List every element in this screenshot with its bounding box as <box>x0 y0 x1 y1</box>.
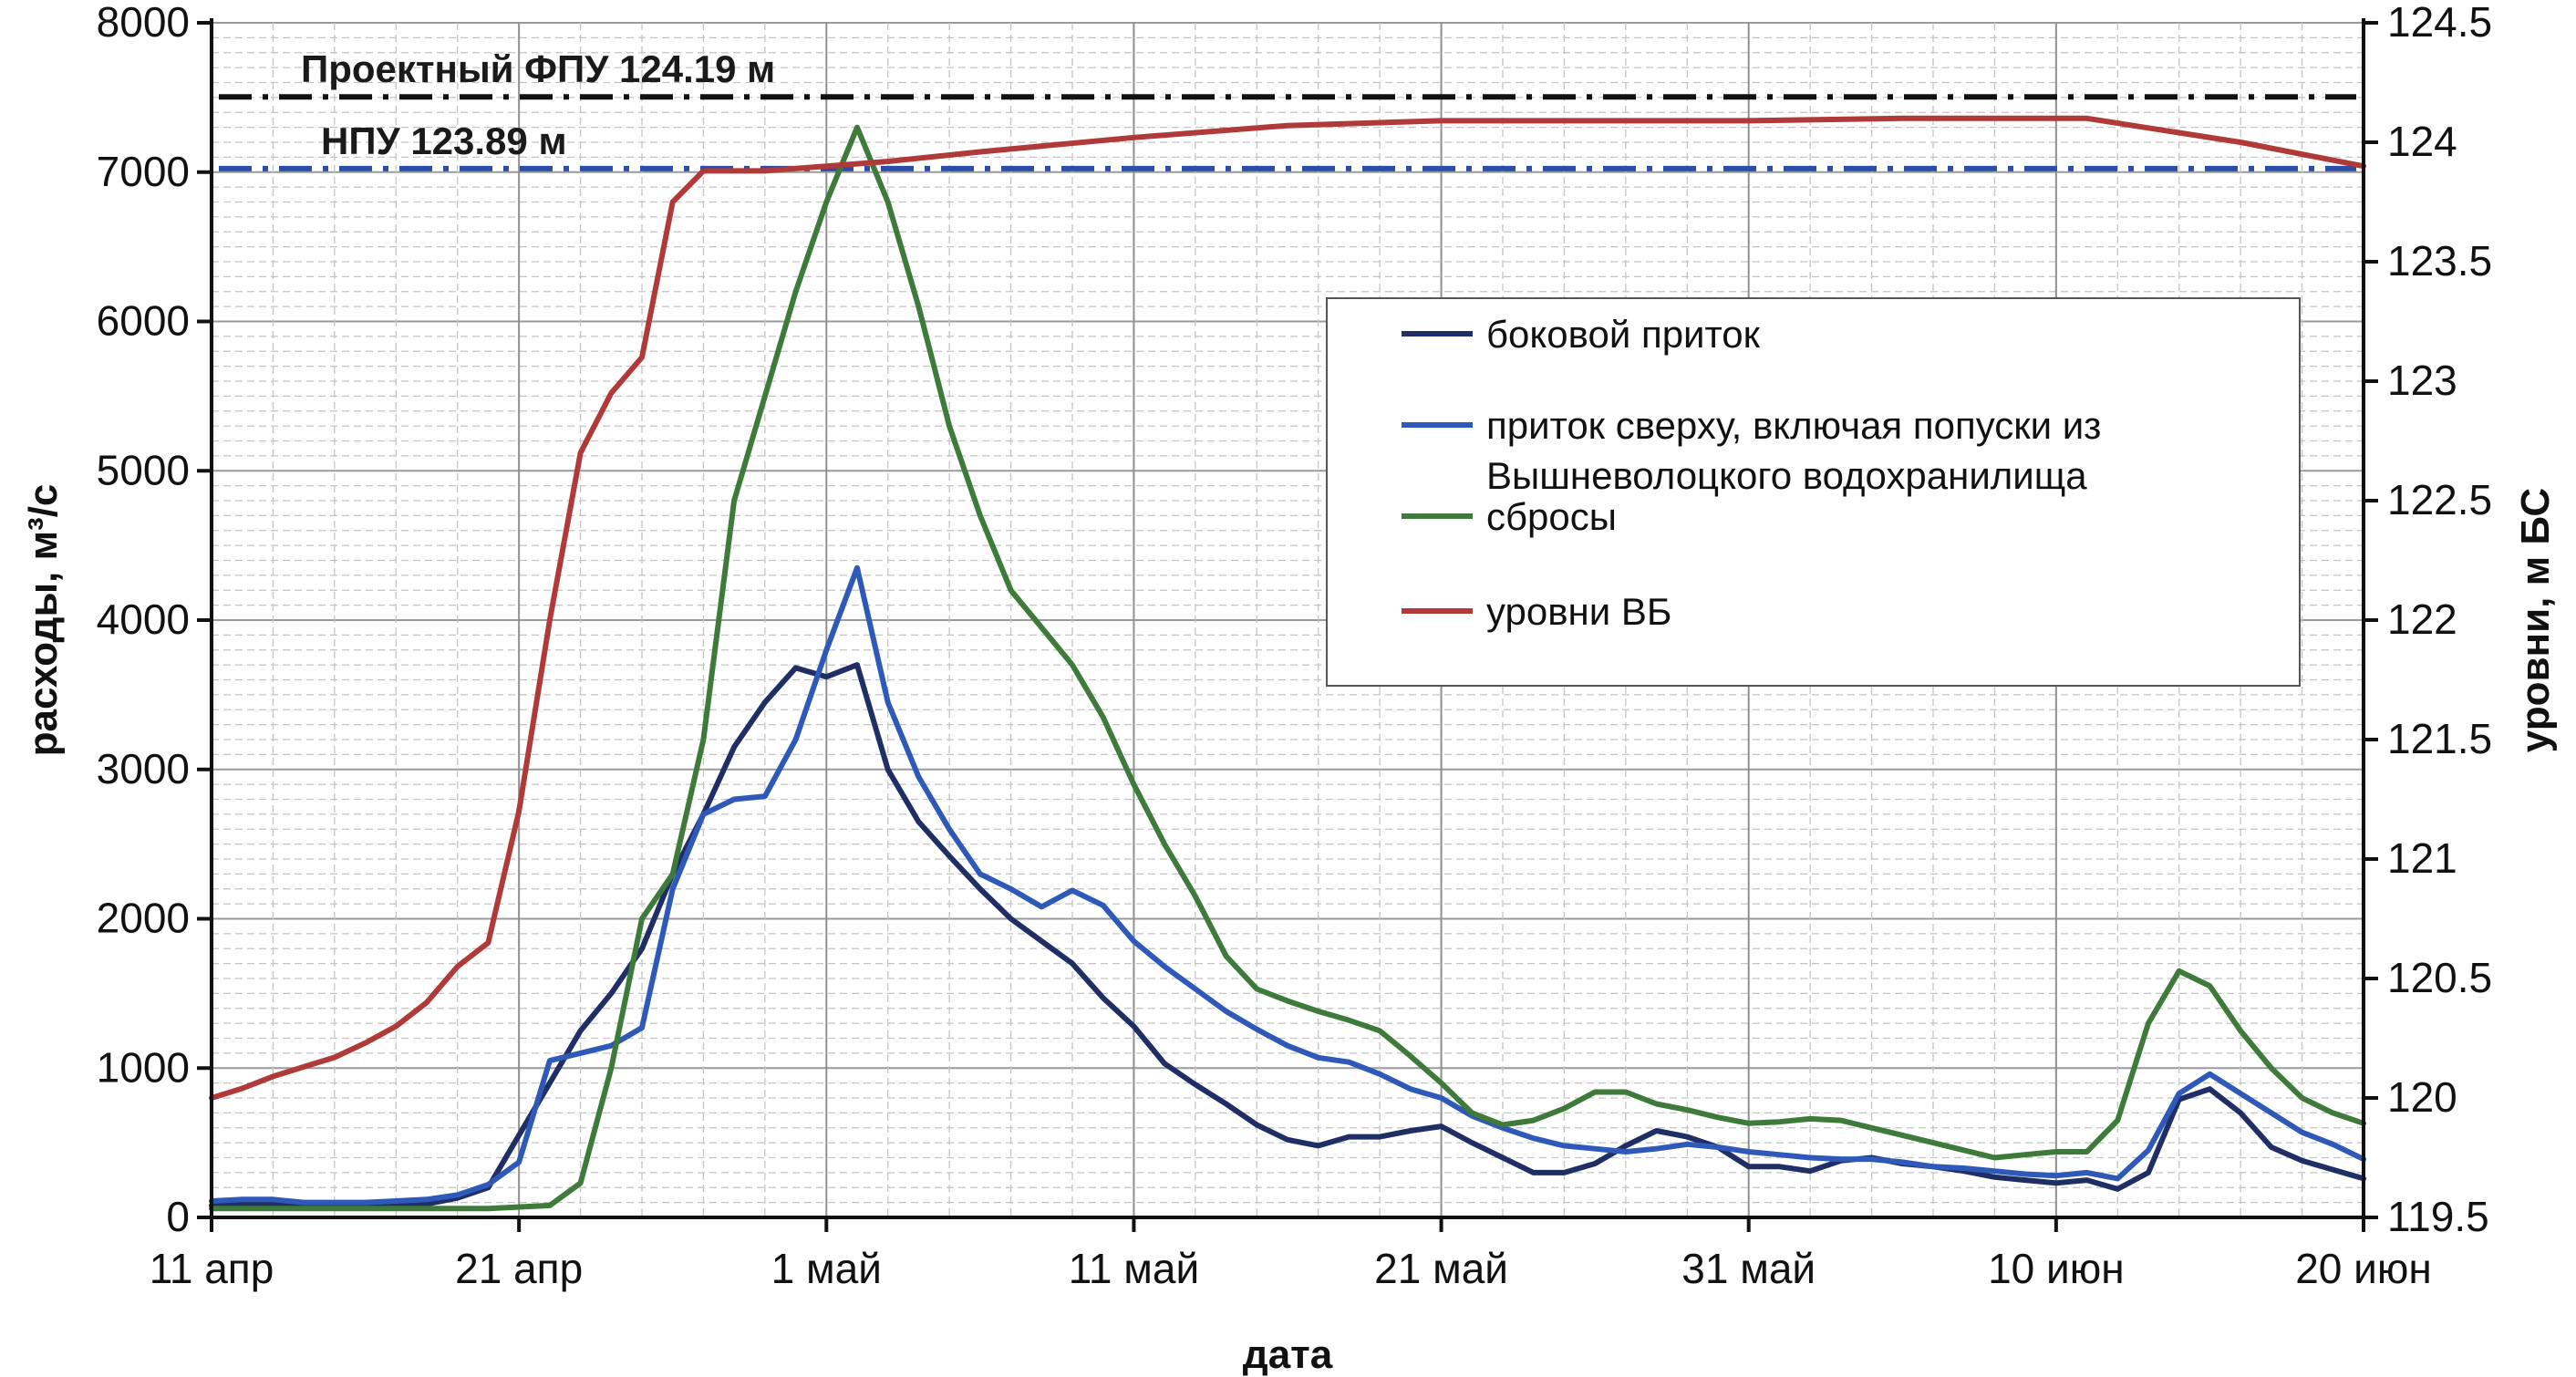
legend-box <box>1326 297 2301 687</box>
legend-label: уровни ВБ <box>1486 590 1671 633</box>
series <box>209 115 2366 1212</box>
x-tick-label: 11 апр <box>150 1245 274 1292</box>
x-tick-label: 1 май <box>771 1245 882 1292</box>
axes: 0 1000 2000 3000 4000 5000 6000 7000 8000 119.5 12… <box>97 0 2492 1292</box>
y-left-tick-label: 8000 <box>97 0 190 46</box>
y-left-tick-label: 0 <box>166 1193 190 1240</box>
legend: боковой приток приток сверху, включая поп… <box>1326 297 2301 687</box>
y-left-tick-label: 6000 <box>97 297 190 345</box>
y-right-tick-label: 123.5 <box>2387 237 2492 285</box>
y-right-tick-label: 121 <box>2387 834 2457 882</box>
x-tick-label: 31 май <box>1681 1245 1816 1292</box>
legend-label-continuation: Вышневолоцкого водохранилища <box>1486 454 2087 497</box>
y-right-tick-label: 124.5 <box>2387 0 2492 46</box>
y-right-tick-label: 122 <box>2387 595 2457 643</box>
y-right-tick-label: 124 <box>2387 118 2457 165</box>
reference-line-label: Проектный ФПУ 124.19 м <box>301 47 775 90</box>
legend-label: приток сверху, включая попуски из <box>1486 404 2101 447</box>
y-left-tick-label: 5000 <box>97 446 190 493</box>
y-left-tick-label: 7000 <box>97 148 190 195</box>
y-right-tick-label: 122.5 <box>2387 476 2492 523</box>
y-right-tick-label: 121.5 <box>2387 715 2492 762</box>
series-line <box>209 662 2366 1208</box>
y-right-axis-title: уровни, м БС <box>2513 488 2558 752</box>
y-right-tick-label: 120 <box>2387 1073 2457 1121</box>
x-axis-title: дата <box>1243 1332 1333 1377</box>
legend-label: сбросы <box>1486 495 1617 538</box>
y-left-axis-title: расходы, м³/с <box>21 484 66 757</box>
y-left-tick-label: 2000 <box>97 895 190 942</box>
y-right-tick-label: 123 <box>2387 357 2457 404</box>
y-left-tick-label: 1000 <box>97 1043 190 1091</box>
y-left-tick-label: 3000 <box>97 745 190 792</box>
series-line <box>209 564 2366 1206</box>
x-tick-label: 21 апр <box>455 1245 583 1292</box>
series-line <box>209 115 2366 1101</box>
y-right-tick-label: 120.5 <box>2387 954 2492 1001</box>
x-tick-label: 20 июн <box>2295 1245 2432 1292</box>
x-tick-label: 11 май <box>1069 1245 1199 1292</box>
y-left-tick-label: 4000 <box>97 595 190 643</box>
x-tick-label: 10 июн <box>1988 1245 2125 1292</box>
y-right-tick-label: 119.5 <box>2387 1193 2489 1240</box>
series-line <box>209 124 2366 1212</box>
legend-label: боковой приток <box>1486 313 1761 356</box>
x-tick-label: 21 май <box>1374 1245 1508 1292</box>
reference-line-label: НПУ 123.89 м <box>321 119 567 162</box>
reference-lines: Проектный ФПУ 124.19 м НПУ 123.89 м <box>219 47 2356 171</box>
